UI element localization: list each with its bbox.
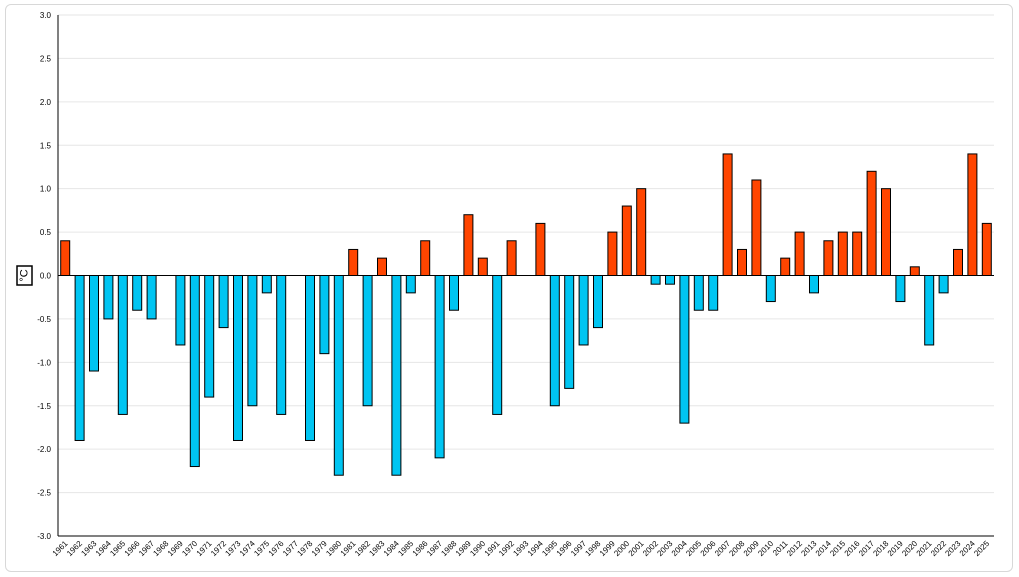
bars: [60, 153, 992, 476]
bar-1980: [333, 275, 344, 476]
bar-2019: [895, 275, 906, 303]
bar-2023: [953, 248, 963, 276]
x-tick-labels: 1961196219631964196519661967196819691970…: [51, 539, 992, 558]
bar-2021: [924, 275, 935, 346]
bar-2005: [693, 275, 704, 311]
y-tick-label: 3.0: [40, 11, 52, 20]
bar-1978: [305, 275, 315, 441]
bar-1962: [74, 275, 85, 441]
bar-1966: [132, 275, 143, 311]
bar-1964: [103, 275, 114, 320]
bar-2010: [765, 275, 776, 303]
y-axis-unit-box: °C: [16, 265, 33, 286]
bar-2014: [823, 240, 834, 276]
bar-1988: [449, 275, 459, 311]
y-tick-label: -0.5: [37, 315, 51, 324]
y-tick-label: -1.5: [37, 402, 51, 411]
bar-2006: [708, 275, 719, 311]
axes: [57, 15, 994, 537]
bar-1967: [146, 275, 157, 320]
bar-1973: [233, 275, 243, 441]
bar-1983: [377, 257, 387, 276]
bar-2007: [722, 153, 733, 276]
bar-2004: [679, 275, 690, 424]
bar-1982: [362, 275, 373, 407]
bar-1985: [405, 275, 416, 294]
bar-1972: [218, 275, 229, 329]
bar-1979: [319, 275, 330, 355]
bar-1997: [578, 275, 589, 346]
bar-2009: [751, 179, 762, 277]
y-tick-label: -1.0: [37, 358, 51, 367]
bar-2016: [852, 231, 863, 276]
bar-2025: [981, 222, 992, 276]
y-tick-label: 0.0: [40, 272, 52, 281]
bar-2011: [780, 257, 791, 276]
y-tick-label: -2.5: [37, 489, 51, 498]
bar-1987: [434, 275, 445, 459]
bar-2017: [866, 170, 877, 276]
bar-1963: [89, 275, 99, 372]
bar-1976: [276, 275, 287, 415]
y-tick-label: 1.5: [40, 141, 52, 150]
bar-2015: [837, 231, 848, 276]
y-tick-labels: 3.0 2.5 2.0 1.5 1.0 0.5 0.0 -0.5 -1.0 -1.5 -2.0 -2.…: [37, 11, 51, 541]
x-tick-label: 2025: [972, 539, 991, 558]
bar-1999: [607, 231, 618, 276]
y-tick-label: 0.5: [40, 228, 52, 237]
bar-2013: [809, 275, 819, 294]
bar-1971: [204, 275, 215, 398]
bar-2001: [636, 188, 647, 277]
bar-1991: [492, 275, 503, 415]
bar-1970: [189, 275, 200, 468]
bar-2012: [794, 231, 805, 276]
bar-2024: [967, 153, 978, 276]
y-tick-label: -3.0: [37, 532, 51, 541]
bar-1984: [391, 275, 402, 476]
y-axis-unit-label: °C: [18, 269, 30, 281]
bar-2018: [881, 188, 891, 277]
bar-1992: [506, 240, 517, 276]
bar-2003: [665, 275, 675, 285]
y-tick-label: 1.0: [40, 185, 52, 194]
bar-1996: [564, 275, 575, 389]
bar-1989: [463, 214, 474, 276]
y-tick-label: -2.0: [37, 445, 51, 454]
bar-1965: [117, 275, 128, 415]
y-tick-label: 2.5: [40, 54, 52, 63]
bar-2002: [650, 275, 661, 285]
bar-2022: [938, 275, 949, 294]
bar-1961: [60, 240, 71, 276]
bar-2000: [621, 205, 632, 277]
bar-1990: [477, 257, 488, 276]
bar-1995: [549, 275, 560, 407]
y-tick-label: 2.0: [40, 98, 52, 107]
bar-1998: [593, 275, 603, 329]
bar-1974: [247, 275, 258, 407]
bar-2008: [737, 248, 747, 276]
bar-2020: [909, 266, 920, 277]
bar-1994: [535, 222, 546, 276]
chart-frame: [5, 4, 1013, 572]
bar-1986: [420, 240, 431, 276]
bar-1975: [261, 275, 272, 294]
bar-1981: [348, 248, 359, 276]
bar-1969: [175, 275, 186, 346]
